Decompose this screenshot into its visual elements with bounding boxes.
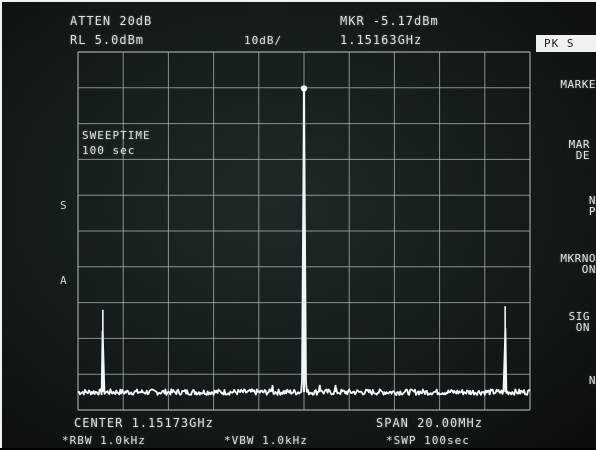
marker-freq-readout: 1.15163GHz <box>340 33 423 47</box>
center-freq-readout: CENTER 1.15173GHz <box>74 416 214 430</box>
softkey-marker-noise[interactable]: MKRNO ON <box>560 253 596 275</box>
softkey-next-peak[interactable]: N P <box>589 195 596 217</box>
sweeptime-label: SWEEPTIME <box>82 129 151 142</box>
softkey-label: MAR DE <box>568 138 590 162</box>
softkey-marker-delta[interactable]: MAR DE <box>569 139 590 161</box>
rbw-readout: *RBW 1.0kHz <box>62 434 146 447</box>
sweep-readout: *SWP 100sec <box>386 434 470 447</box>
marker-level-readout: MKR -5.17dBm <box>340 14 439 28</box>
softkey-marker[interactable]: MARKE <box>560 79 596 90</box>
softkey-signal-track[interactable]: SIG ON <box>569 311 590 333</box>
softkey-label: MKRNO ON <box>560 252 596 276</box>
sweeptime-value: 100 sec <box>82 144 136 157</box>
softkey-label: MARKE <box>560 78 596 91</box>
softkey-label: SIG ON <box>568 310 590 334</box>
side-label-s: S <box>60 199 67 212</box>
atten-readout: ATTEN 20dB <box>70 14 153 28</box>
softkey-more[interactable]: N <box>589 375 596 386</box>
side-label-a: A <box>60 274 67 287</box>
softkey-label: N P <box>588 194 596 218</box>
vbw-readout: *VBW 1.0kHz <box>224 434 308 447</box>
scale-readout: 10dB/ <box>244 34 283 47</box>
peak-search-softkey[interactable]: PK S <box>536 35 596 52</box>
softkey-label: N <box>588 374 596 387</box>
span-readout: SPAN 20.00MHz <box>376 416 483 430</box>
peak-search-label: PK S <box>544 37 575 50</box>
marker-dot <box>300 85 308 92</box>
ref-level-readout: RL 5.0dBm <box>70 33 145 47</box>
